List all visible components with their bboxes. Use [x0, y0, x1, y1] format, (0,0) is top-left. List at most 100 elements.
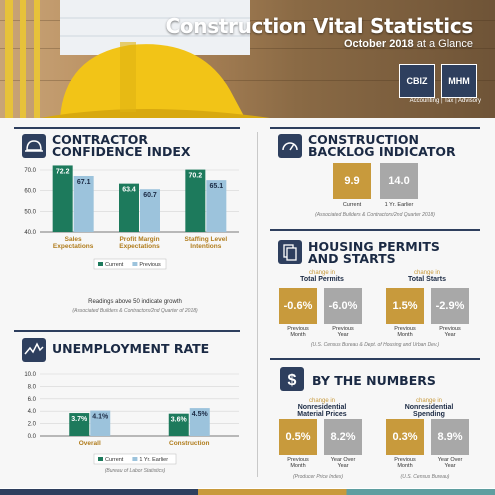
- legend-swatch: [132, 262, 138, 266]
- page-subtitle: October 2018 at a Glance: [343, 38, 473, 50]
- dollar-icon: $: [280, 367, 304, 391]
- bar-previous: [140, 189, 160, 232]
- spending-year-value: 8.9%: [431, 419, 469, 455]
- legend-swatch: [98, 262, 103, 266]
- y-tick-label: 10.0: [24, 372, 36, 378]
- x-tick-label: Profit Margin: [119, 236, 159, 243]
- bar-current: [69, 413, 90, 436]
- numbers-title: BY THE NUMBERS: [312, 373, 436, 388]
- backlog-source: (Associated Builders & Contractors/2nd Q…: [315, 212, 435, 218]
- hero-illustration: [5, 0, 270, 118]
- data-label: 63.4: [122, 187, 136, 194]
- y-tick-label: 60.0: [24, 189, 36, 195]
- material-month-label: Previous Month: [287, 457, 309, 469]
- starts-year-label: Previous Year: [439, 326, 461, 338]
- hard-hat-icon: [60, 44, 245, 118]
- wood-plank-line: [0, 80, 495, 81]
- backlog-current-label: Current: [342, 202, 362, 208]
- data-label: 72.2: [56, 168, 70, 175]
- x-tick-label: Overall: [79, 440, 101, 447]
- spending-source: (U.S. Census Bureau): [400, 474, 450, 480]
- unemployment-bar-chart: 0.0 2.0 4.0 6.0 8.0 10.0 3.7% 4.1% Overall 3.6% 4.…: [24, 372, 239, 465]
- material-month-value: 0.5%: [279, 419, 317, 455]
- y-tick-label: 4.0: [28, 409, 37, 415]
- data-label: 67.1: [77, 179, 91, 186]
- bar-previous: [206, 180, 227, 232]
- permits-year-label: Previous Year: [332, 326, 354, 338]
- spending-year-label: Year Over Year: [437, 457, 463, 469]
- section-divider: [14, 127, 240, 129]
- section-divider: [270, 127, 480, 129]
- confidence-note: Readings above 50 indicate growth: [88, 299, 182, 305]
- section-divider: [270, 229, 480, 231]
- bar-1-yr-earlier: [90, 410, 111, 436]
- bar-current: [185, 169, 206, 232]
- legend-swatch: [132, 457, 138, 461]
- legend-swatch: [98, 457, 103, 461]
- backlog-earlier-value: 14.0: [380, 163, 418, 199]
- legend-box: [93, 258, 167, 270]
- line-chart-icon: [22, 338, 46, 362]
- confidence-title: CONTRACTOR CONFIDENCE INDEX: [52, 132, 191, 159]
- housing-source: (U.S. Census Bureau & Dept. of Housing a…: [310, 342, 440, 348]
- svg-text:$: $: [288, 372, 297, 389]
- y-tick-label: 6.0: [28, 397, 37, 403]
- legend-label: Current: [105, 457, 124, 463]
- data-label: 3.7%: [71, 416, 88, 423]
- ruler-icon: [5, 0, 13, 118]
- data-label: 65.1: [210, 183, 224, 190]
- legend-label: Current: [105, 262, 124, 268]
- y-tick-label: 8.0: [28, 384, 37, 390]
- starts-month-label: Previous Month: [394, 326, 416, 338]
- data-label: 60.7: [143, 192, 157, 199]
- material-prices-header: change in Nonresidential Material Prices: [297, 398, 347, 418]
- section-divider: [14, 330, 240, 332]
- logo-tagline: Accounting | Tax | Advisory: [409, 98, 481, 104]
- bar-1-yr-earlier: [189, 408, 210, 436]
- y-tick-label: 0.0: [28, 434, 37, 440]
- x-tick-label: Expectations: [53, 243, 94, 250]
- cbiz-logo: CBIZ: [399, 64, 435, 98]
- x-tick-label: Sales: [65, 236, 82, 243]
- housing-title: HOUSING PERMITS AND STARTS: [308, 239, 440, 266]
- confidence-bar-chart: 40.050.060.070.0 72.267.1SalesExpectation…: [24, 165, 239, 270]
- starts-month-value: 1.5%: [386, 288, 424, 324]
- bar-current: [119, 183, 139, 232]
- column-divider: [257, 132, 258, 477]
- ruler-icon: [34, 0, 40, 118]
- unemployment-title: UNEMPLOYMENT RATE: [52, 341, 210, 356]
- material-year-label: Year Over Year: [330, 457, 356, 469]
- ruler-icon: [20, 0, 26, 118]
- spending-month-value: 0.3%: [386, 419, 424, 455]
- x-tick-label: Intentions: [190, 243, 221, 250]
- permits-month-value: -0.6%: [279, 288, 317, 324]
- starts-year-value: -2.9%: [431, 288, 469, 324]
- x-tick-label: Expectations: [119, 243, 160, 250]
- permits-year-value: -6.0%: [324, 288, 362, 324]
- legend-label: 1 Yr. Earlier: [139, 457, 168, 463]
- spending-header: change in Nonresidential Spending: [404, 398, 454, 418]
- bar-previous: [73, 175, 94, 232]
- y-tick-label: 70.0: [24, 168, 36, 174]
- backlog-earlier-label: 1 Yr. Earlier: [384, 202, 414, 208]
- permits-month-label: Previous Month: [287, 326, 309, 338]
- page-title: Construction Vital Statistics: [165, 14, 473, 38]
- material-source: (Producer Price Index): [292, 474, 344, 480]
- x-tick-label: Construction: [169, 440, 209, 447]
- y-tick-label: 50.0: [24, 209, 36, 215]
- bar-current: [168, 413, 189, 436]
- spending-month-label: Previous Month: [394, 457, 416, 469]
- y-tick-label: 2.0: [28, 422, 37, 428]
- y-tick-label: 40.0: [24, 230, 36, 236]
- data-label: 4.1%: [92, 414, 109, 421]
- documents-icon: [278, 240, 302, 264]
- legend-label: Previous: [139, 262, 161, 268]
- data-label: 3.6%: [171, 417, 188, 424]
- data-label: 4.5%: [192, 411, 209, 418]
- bar-current: [52, 165, 73, 232]
- backlog-current-value: 9.9: [333, 163, 371, 199]
- x-tick-label: Staffing Level: [185, 236, 228, 243]
- material-year-value: 8.2%: [324, 419, 362, 455]
- confidence-source: (Associated Builders & Contractors/2nd Q…: [72, 308, 198, 314]
- data-label: 70.2: [189, 173, 203, 180]
